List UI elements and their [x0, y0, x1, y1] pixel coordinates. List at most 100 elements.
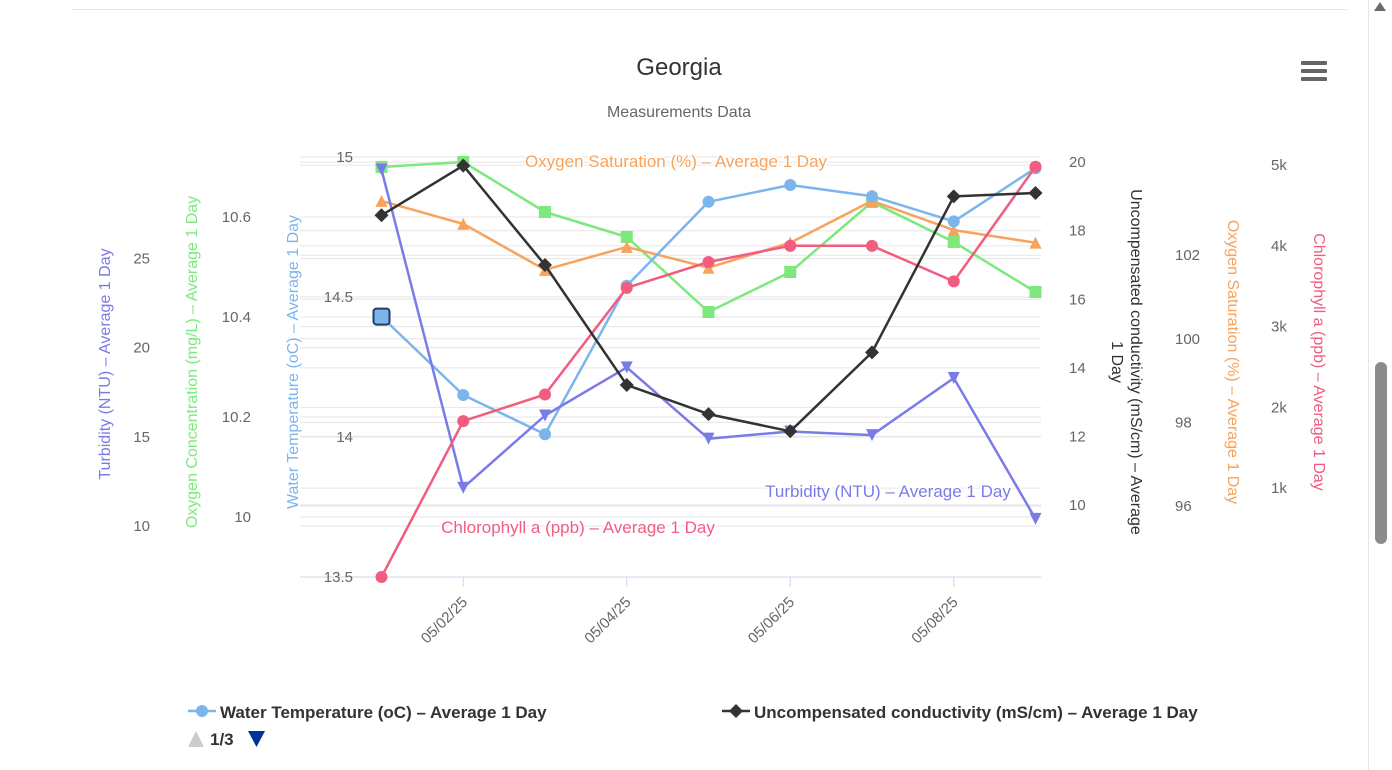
- oxs-axis-title: Oxygen Saturation (%) – Average 1 Day: [1224, 220, 1241, 504]
- cond-axis-title: Uncompensated conductivity (mS/cm) – Ave…: [1127, 189, 1144, 535]
- data-point: [784, 239, 797, 252]
- series-uncompensated-conductivity-ms-cm-average-1-day: [374, 158, 1043, 439]
- legend-item-label: Water Temperature (oC) – Average 1 Day: [220, 703, 547, 722]
- legend: Water Temperature (oC) – Average 1 Day Un…: [188, 703, 1198, 749]
- wt-axis-title: Water Temperature (oC) – Average 1 Day: [285, 215, 302, 509]
- chl-axis-tick-label: 1k: [1271, 480, 1287, 497]
- legend-page-up-arrow-icon[interactable]: [188, 731, 204, 747]
- legend-marker: [196, 705, 208, 717]
- wt-axis-tick-label: 13.5: [324, 569, 353, 586]
- data-point: [457, 481, 470, 494]
- data-point: [539, 428, 551, 441]
- data-point: [539, 388, 551, 401]
- oxc-axis-tick-label: 10.4: [222, 309, 251, 326]
- wt-axis-tick-label: 15: [336, 149, 353, 166]
- cond-axis-tick-label: 14: [1069, 360, 1086, 377]
- series-label: Turbidity (NTU) – Average 1 Day: [765, 482, 1011, 501]
- data-point: [947, 236, 960, 248]
- data-point: [375, 194, 388, 207]
- chart-subtitle: Measurements Data: [607, 104, 751, 121]
- x-tick-label: 05/04/25: [581, 594, 634, 647]
- context-menu-button[interactable]: [1296, 56, 1332, 88]
- wt-axis-tick-label: 14.5: [324, 289, 353, 306]
- data-point: [701, 407, 716, 422]
- legend-item[interactable]: Water Temperature (oC) – Average 1 Day: [188, 703, 547, 722]
- chart-title: Georgia: [636, 54, 722, 81]
- data-point: [783, 424, 798, 439]
- data-point: [702, 256, 715, 268]
- chl-axis-tick-label: 3k: [1271, 319, 1287, 336]
- x-tick-label: 05/08/25: [908, 594, 961, 647]
- legend-navigation: 1/3: [188, 730, 265, 749]
- data-point: [866, 239, 878, 252]
- grid: [300, 156, 1041, 578]
- turb-axis-tick-label: 25: [133, 251, 150, 268]
- data-point: [784, 179, 797, 191]
- data-point: [866, 190, 878, 203]
- oxc-axis-tick-label: 10.6: [222, 209, 251, 226]
- data-point: [947, 372, 960, 385]
- series-label: Oxygen Saturation (%) – Average 1 Day: [525, 152, 828, 171]
- highlighted-data-point[interactable]: [372, 307, 391, 326]
- axes: 05/02/25 05/04/25 05/06/25 05/08/25 10 15 20 25…: [97, 149, 1327, 647]
- data-point: [947, 224, 960, 237]
- data-point: [375, 163, 388, 176]
- oxs-axis-tick-label: 98: [1175, 414, 1192, 431]
- data-point: [1029, 160, 1042, 173]
- x-tick-label: 05/06/25: [745, 594, 798, 647]
- top-divider: [72, 9, 1347, 10]
- data-point: [620, 240, 633, 253]
- oxs-axis-tick-label: 96: [1175, 498, 1192, 515]
- data-point: [539, 409, 551, 422]
- series-water-temperature-oc-average-1-day: [375, 162, 1042, 441]
- oxs-axis-tick-label: 100: [1175, 331, 1200, 348]
- cond-axis-tick-label: 12: [1069, 428, 1086, 445]
- cond-axis-tick-label: 16: [1069, 291, 1086, 308]
- data-point: [456, 158, 471, 173]
- series-label: Chlorophyll a (ppb) – Average 1 Day: [441, 518, 715, 537]
- data-point: [702, 432, 715, 445]
- scrollbar-thumb[interactable]: [1375, 362, 1387, 544]
- oxc-axis-title: Oxygen Concentration (mg/L) – Average 1 …: [184, 196, 201, 528]
- chl-axis-tick-label: 2k: [1271, 399, 1287, 416]
- turb-axis-tick-label: 15: [133, 429, 150, 446]
- data-point: [1029, 236, 1042, 249]
- cond-axis-tick-label: 10: [1069, 497, 1086, 514]
- turb-axis-tick-label: 10: [133, 518, 150, 535]
- wt-axis-tick-label: 14: [336, 429, 353, 446]
- hamburger-menu-icon: [1301, 61, 1327, 81]
- data-point: [375, 571, 388, 583]
- series-chlorophyll-a-ppb-average-1-day: [375, 160, 1042, 583]
- series-labels: Oxygen Saturation (%) – Average 1 Day Tur…: [440, 151, 1013, 539]
- series-line: [380, 166, 1037, 436]
- legend-item[interactable]: Uncompensated conductivity (mS/cm) – Ave…: [722, 703, 1198, 722]
- series-turbidity-ntu-average-1-day: [375, 163, 1042, 525]
- data-point: [539, 206, 551, 218]
- data-point: [1028, 186, 1043, 200]
- data-point: [1029, 286, 1042, 298]
- oxs-axis-tick-label: 102: [1175, 247, 1200, 264]
- legend-page-down-arrow-icon[interactable]: [248, 731, 265, 747]
- data-point: [702, 195, 715, 208]
- scroll-up-arrow-icon[interactable]: [1374, 2, 1386, 11]
- oxc-axis-tick-label: 10.2: [222, 409, 251, 426]
- legend-item-label: Uncompensated conductivity (mS/cm) – Ave…: [754, 703, 1198, 722]
- oxc-axis-tick-label: 10: [234, 509, 251, 526]
- turb-axis-title: Turbidity (NTU) – Average 1 Day: [97, 248, 114, 479]
- data-point: [784, 266, 797, 278]
- data-point: [947, 275, 960, 288]
- x-tick-label: 05/02/25: [418, 594, 471, 647]
- data-point: [866, 429, 878, 442]
- data-point: [457, 415, 470, 428]
- data-point: [947, 215, 960, 228]
- series: [372, 156, 1043, 583]
- cond-axis-title-line2: 1 Day: [1108, 341, 1125, 383]
- data-point: [538, 258, 552, 272]
- cond-axis-tick-label: 18: [1069, 223, 1086, 240]
- data-point: [457, 389, 470, 401]
- data-point: [374, 208, 389, 223]
- legend-marker: [729, 704, 743, 718]
- data-point: [946, 189, 961, 204]
- chl-axis-title: Chlorophyll a (ppb) – Average 1 Day: [1310, 233, 1327, 491]
